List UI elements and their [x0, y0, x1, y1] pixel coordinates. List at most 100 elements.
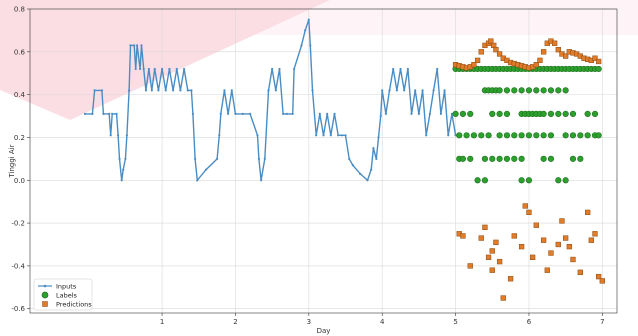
- label-point: [503, 155, 511, 162]
- inputs-point: [205, 168, 208, 171]
- inputs-point: [111, 112, 114, 116]
- label-point: [591, 110, 599, 118]
- label-point: [456, 132, 463, 139]
- inputs-point: [348, 157, 351, 160]
- prediction-point: [566, 243, 572, 250]
- label-point: [555, 87, 562, 94]
- label-point: [463, 132, 470, 139]
- label-point: [540, 110, 547, 118]
- prediction-point: [471, 62, 477, 68]
- label-point: [584, 132, 591, 139]
- inputs-point: [403, 89, 406, 92]
- inputs-point: [285, 112, 288, 116]
- inputs-point: [179, 89, 182, 92]
- label-point: [533, 87, 540, 94]
- inputs-point: [309, 44, 312, 47]
- prediction-point: [526, 209, 532, 216]
- label-point: [496, 155, 503, 162]
- label-point: [518, 87, 525, 94]
- inputs-point: [134, 67, 137, 71]
- inputs-point: [136, 44, 139, 47]
- legend-entry-labels: Labels: [41, 292, 78, 300]
- label-point: [562, 87, 569, 94]
- inputs-point: [271, 67, 274, 71]
- legend-label-predictions: Predictions: [56, 301, 92, 309]
- label-point: [547, 110, 555, 118]
- inputs-point: [142, 67, 145, 71]
- x-tick-label: 6: [527, 318, 532, 326]
- inputs-point: [315, 134, 318, 137]
- label-point: [518, 132, 525, 139]
- label-point: [459, 155, 467, 162]
- inputs-point: [234, 112, 237, 116]
- legend-box: [33, 278, 93, 311]
- label-point: [478, 132, 485, 139]
- prediction-point: [596, 58, 602, 65]
- label-point: [459, 110, 467, 118]
- prediction-point: [529, 254, 536, 260]
- label-point: [533, 132, 540, 139]
- inputs-point: [381, 89, 384, 92]
- inputs-point: [175, 67, 178, 71]
- inputs-point: [241, 112, 244, 116]
- inputs-point: [414, 89, 417, 92]
- x-tick-label: 2: [233, 318, 237, 326]
- prediction-point: [555, 47, 561, 53]
- label-point: [555, 177, 562, 184]
- inputs-point: [307, 18, 310, 21]
- inputs-point: [168, 67, 171, 71]
- inputs-point: [83, 112, 87, 116]
- inputs-point: [140, 44, 143, 47]
- inputs-point: [227, 112, 230, 116]
- label-point: [540, 155, 547, 162]
- inputs-point: [344, 134, 347, 137]
- inputs-point: [118, 157, 121, 160]
- inputs-point: [260, 179, 263, 182]
- inputs-point: [102, 112, 105, 116]
- inputs-point: [219, 112, 222, 116]
- prediction-point: [599, 278, 605, 284]
- inputs-point: [379, 114, 382, 118]
- inputs-point: [186, 89, 189, 92]
- inputs-point: [318, 112, 321, 116]
- inputs-point: [256, 134, 259, 137]
- inputs-point: [278, 67, 281, 71]
- inputs-point: [311, 89, 314, 92]
- legend-entry-inputs: Inputs: [38, 283, 77, 291]
- prediction-point: [511, 233, 517, 239]
- inputs-point: [329, 134, 332, 137]
- inputs-point: [282, 112, 285, 116]
- inputs-point: [384, 112, 387, 116]
- prediction-point: [548, 250, 554, 256]
- prediction-point: [489, 267, 495, 273]
- series-labels: [452, 65, 602, 184]
- series-inputs: [83, 18, 457, 183]
- prediction-point: [559, 218, 565, 224]
- prediction-point: [533, 222, 539, 228]
- prediction-point: [522, 203, 528, 209]
- label-point: [595, 132, 602, 139]
- label-point: [503, 132, 511, 139]
- label-point: [555, 110, 562, 118]
- inputs-point: [144, 89, 148, 92]
- inputs-point: [340, 134, 343, 137]
- inputs-point: [293, 67, 296, 71]
- inputs-point: [191, 112, 194, 116]
- inputs-point: [333, 112, 336, 116]
- inputs-point: [147, 67, 150, 71]
- y-tick-label: -0.6: [11, 305, 25, 313]
- x-axis-label: Day: [317, 327, 331, 335]
- prediction-point: [592, 231, 598, 237]
- y-tick-label: -0.2: [11, 220, 25, 228]
- inputs-point: [337, 134, 340, 137]
- inputs-point: [91, 112, 94, 116]
- prediction-point: [555, 241, 561, 248]
- label-point: [584, 110, 591, 118]
- inputs-point: [425, 134, 428, 137]
- inputs-point: [388, 89, 391, 92]
- inputs-point: [190, 89, 193, 92]
- y-axis-label: Tinggi Air: [8, 144, 16, 178]
- inputs-point: [218, 134, 221, 137]
- inputs-point: [133, 44, 136, 47]
- inputs-point: [392, 67, 395, 71]
